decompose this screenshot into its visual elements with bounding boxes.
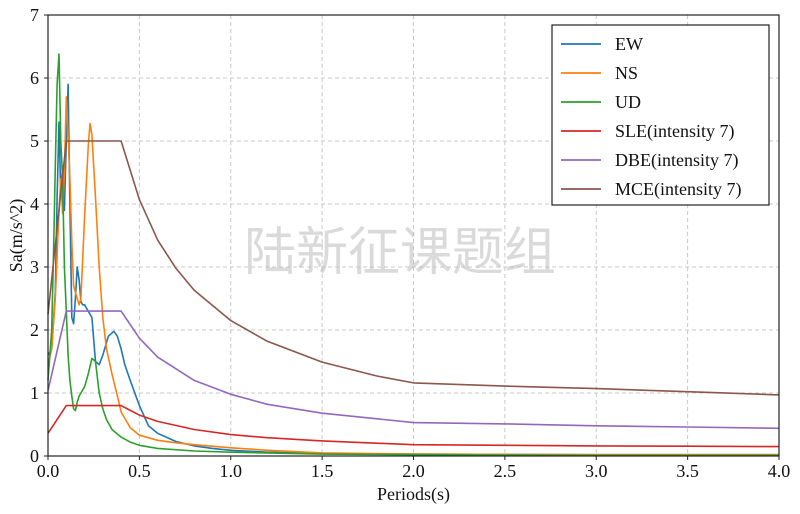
series-lines [47,53,780,457]
legend-box [551,24,770,206]
y-tick-label: 0 [30,446,39,466]
x-tick-label: 1.5 [311,461,334,481]
legend-label-5: MCE(intensity 7) [615,179,742,200]
x-tick-label: 3.5 [676,461,699,481]
y-tick-label: 4 [30,194,39,214]
y-tick-label: 6 [30,68,39,88]
series-line-3 [47,404,780,448]
legend: EW NS UD SLE(intensity 7) DBE(intensity 7) MC… [551,24,770,206]
legend-label-3: SLE(intensity 7) [615,121,735,142]
y-tick-label: 3 [30,257,39,277]
y-tick-label: 7 [30,5,39,25]
watermark-text: 陆新征课题组 [244,223,556,283]
series-line-4 [47,310,780,430]
series-line-0 [47,83,779,456]
legend-label-0: EW [615,34,643,54]
legend-label-2: UD [615,92,641,112]
x-tick-label: 1.0 [220,461,243,481]
x-tick-label: 2.0 [402,461,425,481]
x-tick-label: 2.5 [494,461,517,481]
x-axis-label: Periods(s) [377,484,450,505]
x-tick-label: 0.0 [37,461,60,481]
series-line-2 [47,53,779,457]
x-tick-label: 0.5 [128,461,151,481]
series-line-5 [47,140,780,396]
legend-label-1: NS [615,63,638,83]
y-tick-label: 5 [30,131,39,151]
x-tick-label: 3.0 [585,461,608,481]
legend-label-4: DBE(intensity 7) [615,150,739,171]
y-axis-label: Sa(m/s^2) [6,199,27,272]
y-tick-label: 2 [30,320,39,340]
y-tick-label: 1 [30,383,39,403]
axis-ticks: 0.0 0.5 1.0 1.5 2.0 2.5 3.0 3.5 4.0 0 1 2 3 4 5 6 7 [30,5,790,481]
x-tick-label: 4.0 [768,461,791,481]
